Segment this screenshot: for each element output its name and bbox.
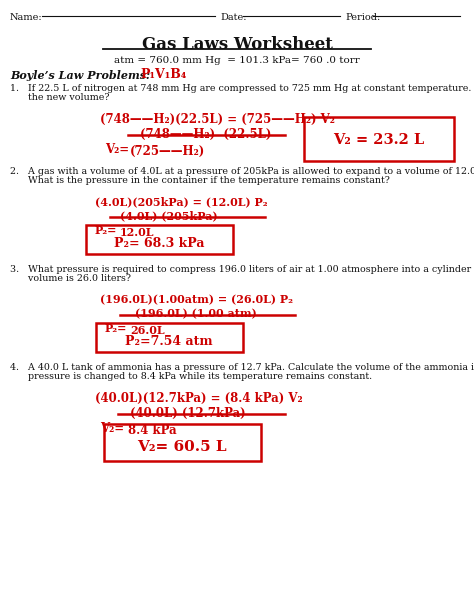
Text: volume is 26.0 liters?: volume is 26.0 liters? [10, 274, 131, 283]
Text: (725——H₂): (725——H₂) [130, 145, 205, 158]
Text: V₂ = 23.2 L: V₂ = 23.2 L [333, 133, 425, 147]
Text: Name:: Name: [10, 13, 43, 22]
Text: (748——H₂)  (22.5L): (748——H₂) (22.5L) [140, 128, 272, 141]
Text: 2.   A gas with a volume of 4.0L at a pressure of 205kPa is allowed to expand to: 2. A gas with a volume of 4.0L at a pres… [10, 167, 474, 176]
Text: (748——H₂)(22.5L) = (725——H₂) V₂: (748——H₂)(22.5L) = (725——H₂) V₂ [100, 113, 335, 126]
Text: (196.0L)(1.00atm) = (26.0L) P₂: (196.0L)(1.00atm) = (26.0L) P₂ [100, 294, 293, 305]
Text: Period:: Period: [345, 13, 380, 22]
Text: P₂=7.54 atm: P₂=7.54 atm [125, 335, 213, 348]
Text: the new volume?: the new volume? [10, 93, 109, 102]
Text: atm = 760.0 mm Hg  = 101.3 kPa= 760 .0 torr: atm = 760.0 mm Hg = 101.3 kPa= 760 .0 to… [114, 56, 360, 65]
FancyBboxPatch shape [86, 225, 233, 254]
Text: P₂= 68.3 kPa: P₂= 68.3 kPa [114, 237, 204, 250]
Text: 3.   What pressure is required to compress 196.0 liters of air at 1.00 atmospher: 3. What pressure is required to compress… [10, 265, 474, 274]
Text: (196.0L) (1.00 atm): (196.0L) (1.00 atm) [135, 308, 257, 319]
Text: 8.4 kPa: 8.4 kPa [128, 424, 177, 437]
Text: V₂= 60.5 L: V₂= 60.5 L [137, 440, 227, 454]
FancyBboxPatch shape [304, 117, 454, 161]
Text: (40.0L) (12.7kPa): (40.0L) (12.7kPa) [130, 407, 246, 420]
Text: 4.   A 40.0 L tank of ammonia has a pressure of 12.7 kPa. Calculate the volume o: 4. A 40.0 L tank of ammonia has a pressu… [10, 363, 474, 372]
Text: V₂=: V₂= [100, 422, 124, 435]
Text: P₁V₁B₄: P₁V₁B₄ [140, 68, 186, 81]
Text: V₂=: V₂= [105, 143, 129, 156]
Text: (40.0L)(12.7kPa) = (8.4 kPa) V₂: (40.0L)(12.7kPa) = (8.4 kPa) V₂ [95, 392, 302, 405]
Text: What is the pressure in the container if the temperature remains constant?: What is the pressure in the container if… [10, 176, 390, 185]
Text: Date:: Date: [220, 13, 246, 22]
Text: 12.0L: 12.0L [120, 227, 155, 238]
FancyBboxPatch shape [96, 323, 243, 352]
Text: (4.0L)(205kPa) = (12.0L) P₂: (4.0L)(205kPa) = (12.0L) P₂ [95, 196, 268, 207]
Text: P₂=: P₂= [105, 323, 128, 334]
Text: pressure is changed to 8.4 kPa while its temperature remains constant.: pressure is changed to 8.4 kPa while its… [10, 372, 372, 381]
Text: Gas Laws Worksheet: Gas Laws Worksheet [142, 36, 332, 53]
Text: P₂=: P₂= [95, 225, 118, 236]
Text: Boyle’s Law Problems:: Boyle’s Law Problems: [10, 70, 150, 81]
Text: 1.   If 22.5 L of nitrogen at 748 mm Hg are compressed to 725 mm Hg at constant : 1. If 22.5 L of nitrogen at 748 mm Hg ar… [10, 84, 474, 93]
Text: 26.0L: 26.0L [130, 325, 164, 336]
FancyBboxPatch shape [104, 424, 261, 461]
Text: (4.0L) (205kPa): (4.0L) (205kPa) [120, 210, 218, 221]
